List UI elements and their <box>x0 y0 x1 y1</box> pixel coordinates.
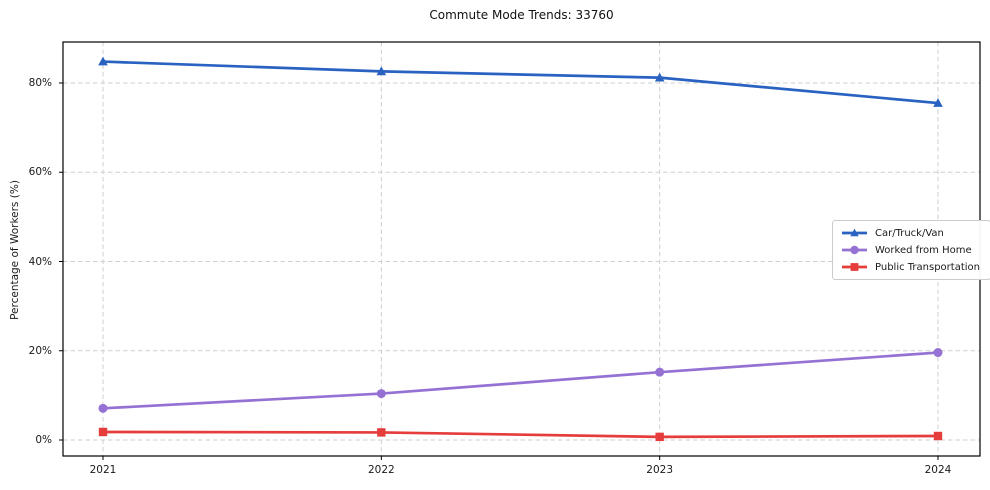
legend-item: Car/Truck/Van <box>841 226 980 240</box>
data-point-triangle-icon <box>376 66 387 76</box>
series-line <box>101 60 940 105</box>
x-tick-label: 2022 <box>367 464 395 476</box>
y-tick-label: 60% <box>28 166 52 179</box>
data-point-triangle-icon <box>654 72 665 82</box>
data-point-circle-icon <box>376 389 386 399</box>
data-point-triangle-icon <box>933 98 943 107</box>
y-tick-label: 0% <box>35 434 52 446</box>
legend-circle-icon <box>842 245 867 255</box>
data-point-square-icon <box>98 427 108 437</box>
y-tick-label: 40% <box>28 255 52 268</box>
legend-item: Public Transportation <box>841 260 980 274</box>
legend-triangle-icon <box>842 228 867 237</box>
legend: Car/Truck/Van Worked from Home Public Tran… <box>832 220 990 280</box>
x-tick-label: 2021 <box>89 464 117 476</box>
legend-item: Worked from Home <box>841 243 980 257</box>
series-line <box>101 351 940 410</box>
data-point-circle-icon <box>933 348 943 358</box>
legend-label: Public Transportation <box>875 261 980 273</box>
data-point-square-icon <box>933 431 943 441</box>
data-point-square-icon <box>377 428 386 437</box>
chart-title: Commute Mode Trends: 33760 <box>429 8 614 22</box>
data-point-circle-icon <box>98 403 108 413</box>
y-tick-label: 80% <box>28 77 52 89</box>
legend-label: Car/Truck/Van <box>875 227 944 239</box>
legend-label: Worked from Home <box>875 244 972 256</box>
x-tick-label: 2023 <box>646 464 674 476</box>
series-line <box>101 430 940 439</box>
y-tick-label: 20% <box>28 344 52 357</box>
data-point-square-icon <box>655 432 664 442</box>
data-point-circle-icon <box>655 367 665 377</box>
x-tick-label: 2024 <box>924 464 952 476</box>
legend-square-icon <box>842 263 867 271</box>
data-point-triangle-icon <box>98 56 108 66</box>
